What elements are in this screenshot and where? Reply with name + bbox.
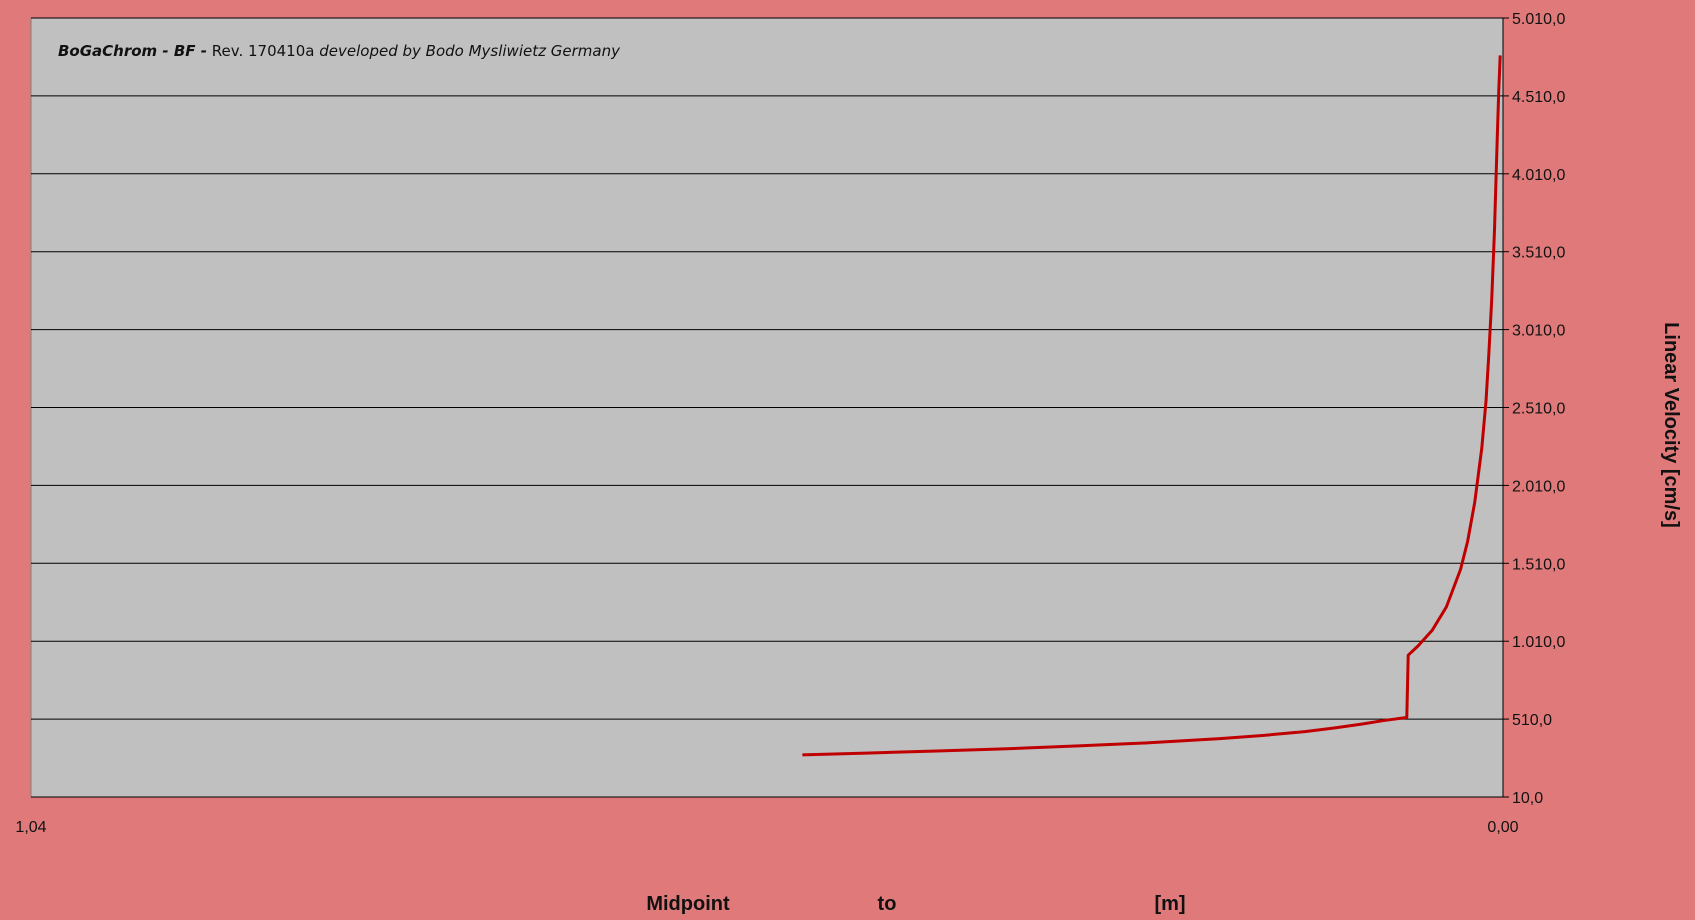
y-tick-label: 5.010,0 [1512,11,1565,28]
credit-text: developed by Bodo Mysliwietz Germany [319,42,621,60]
rev-text: Rev. 170410a [212,42,315,60]
brand-text: BoGaChrom - BF - [58,42,207,60]
y-tick-label: 4.510,0 [1512,89,1565,106]
x-axis-title-part-1: Midpoint [646,893,730,915]
x-tick-labels: 1,04 0,00 [15,819,1518,836]
y-tick-label: 4.010,0 [1512,167,1565,184]
y-tick-label: 510,0 [1512,712,1552,729]
y-tick-label: 3.010,0 [1512,323,1565,340]
y-tick-label: 1.510,0 [1512,556,1565,573]
x-axis-title-part-2: to [878,893,897,915]
gridlines [31,17,1509,798]
x-tick-label: 1,04 [15,819,46,836]
y-tick-label: 2.510,0 [1512,401,1565,418]
credit-note: BoGaChrom - BF - Rev. 170410a developed … [58,42,621,60]
y-tick-label: 1.010,0 [1512,634,1565,651]
y-tick-label: 3.510,0 [1512,245,1565,262]
series-line [802,55,1502,757]
y-tick-label: 2.010,0 [1512,478,1565,495]
y-tick-labels: 10,0 510,0 1.010,0 1.510,0 2.010,0 2.510,0 3.0… [1512,11,1565,807]
x-axis-title-part-3: [m] [1154,893,1185,915]
y-axis-title: Linear Velocity [cm/s] [1660,322,1682,528]
y-tick-label: 10,0 [1512,790,1543,807]
x-tick-label: 0,00 [1487,819,1518,836]
